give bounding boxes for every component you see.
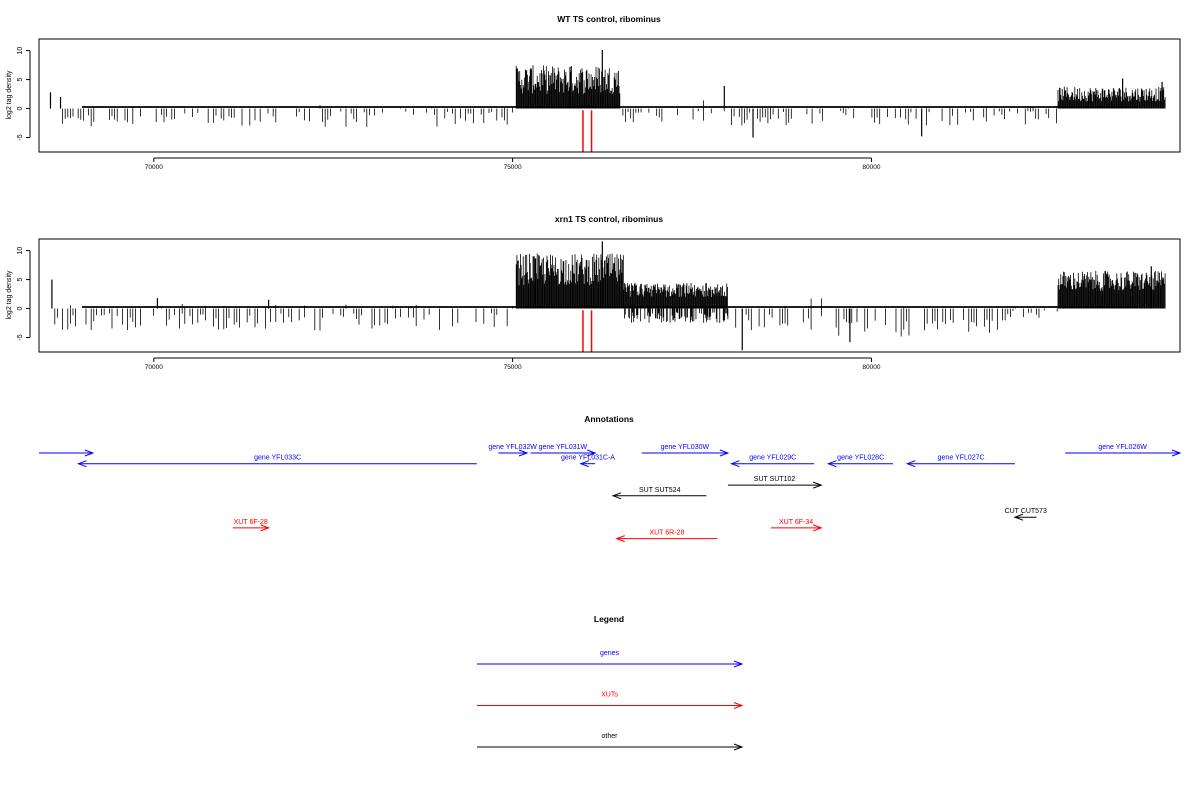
density-bars — [49, 50, 1166, 138]
x-tick-label: 80000 — [862, 364, 880, 371]
annotation-arrow-head — [579, 460, 589, 468]
annotation-label: gene YFL033C — [254, 455, 301, 462]
x-tick-label: 75000 — [504, 164, 522, 171]
annotation-arrow-head — [84, 449, 95, 457]
y-tick-label: 5 — [17, 78, 24, 82]
y-tick-label: -5 — [17, 334, 24, 340]
annotation-arrow-head — [730, 460, 740, 468]
legend-arrow-head — [733, 743, 744, 751]
annotation-arrow-head — [826, 460, 837, 468]
y-axis: -5 0 5 10 — [17, 247, 31, 341]
annotation-arrow-head — [611, 492, 622, 500]
legend: Legend genes XUTs other — [477, 614, 744, 751]
legend-arrow-head — [733, 702, 744, 709]
annotation-label: XUT 6F-28 — [234, 519, 268, 526]
annotation-items: gene YFL033C gene YFL032W gene YFL031W gene… — [39, 444, 1182, 543]
x-tick-label: 80000 — [862, 164, 880, 171]
annotation-arrow-head — [719, 449, 730, 457]
y-tick-label: 10 — [17, 47, 24, 55]
y-tick-label: 10 — [17, 247, 24, 255]
annotation-label: gene YFL029C — [749, 455, 796, 462]
annotation-label: gene YFL032W — [488, 444, 537, 451]
plot-frame — [38, 38, 1181, 153]
xrn1-density-panel: xrn1 TS control, ribominus log2 tag dens… — [6, 214, 1181, 371]
annotation-label: XUT 6R-28 — [649, 530, 684, 537]
legend-label: XUTs — [601, 692, 618, 699]
annotation-arrow-head — [615, 535, 625, 543]
annotation-arrow-head — [813, 481, 823, 489]
wt-density-panel: WT TS control, ribominus log2 tag densit… — [6, 14, 1181, 171]
legend-label: genes — [600, 650, 620, 657]
annotation-label: XUT 6F-34 — [779, 519, 813, 526]
plot-frame — [38, 238, 1181, 353]
y-tick-label: -5 — [17, 134, 24, 140]
x-tick-label: 75000 — [504, 364, 522, 371]
x-axis: 70000 75000 80000 — [145, 357, 881, 371]
annotations-title: Annotations — [584, 414, 634, 424]
y-axis: -5 0 5 10 — [17, 47, 31, 141]
annotation-label: gene YFL030W — [661, 444, 710, 451]
legend-arrow-head — [733, 660, 744, 668]
y-axis-label: log2 tag density — [6, 270, 13, 320]
red-markers — [582, 310, 593, 352]
legend-label: other — [602, 733, 619, 740]
legend-items: genes XUTs other — [477, 650, 744, 751]
annotation-label: gene YFL028C — [837, 455, 884, 462]
annotation-label: SUT SUT524 — [639, 487, 681, 494]
annotation-arrow-head — [260, 524, 271, 532]
annotation-label: CUT CUT573 — [1005, 508, 1047, 515]
red-markers — [582, 110, 593, 152]
annotation-label: gene YFL026W — [1098, 444, 1147, 451]
annotation-arrow-head — [518, 449, 529, 457]
density-bars — [51, 241, 1166, 351]
legend-title: Legend — [594, 614, 624, 624]
annotation-arrow-head — [813, 524, 823, 532]
panel-title: WT TS control, ribominus — [557, 14, 661, 24]
x-tick-label: 70000 — [145, 364, 163, 371]
y-tick-label: 5 — [17, 278, 24, 282]
y-tick-label: 0 — [17, 106, 24, 110]
panel-title: xrn1 TS control, ribominus — [555, 214, 663, 224]
x-axis: 70000 75000 80000 — [145, 157, 881, 171]
annotation-arrow-head — [905, 460, 916, 468]
annotation-arrow-head — [1013, 513, 1024, 521]
y-axis-label: log2 tag density — [6, 70, 13, 120]
x-tick-label: 70000 — [145, 164, 163, 171]
annotation-label: SUT SUT102 — [754, 476, 796, 483]
y-tick-label: 0 — [17, 306, 24, 310]
annotation-label: gene YFL031C-A — [561, 455, 615, 462]
annotation-arrow-head — [1171, 449, 1182, 457]
annotation-arrow-head — [586, 449, 597, 457]
annotation-label: gene YFL027C — [938, 455, 985, 462]
annotation-label: gene YFL031W — [539, 444, 588, 451]
annotation-arrow-head — [77, 460, 87, 468]
